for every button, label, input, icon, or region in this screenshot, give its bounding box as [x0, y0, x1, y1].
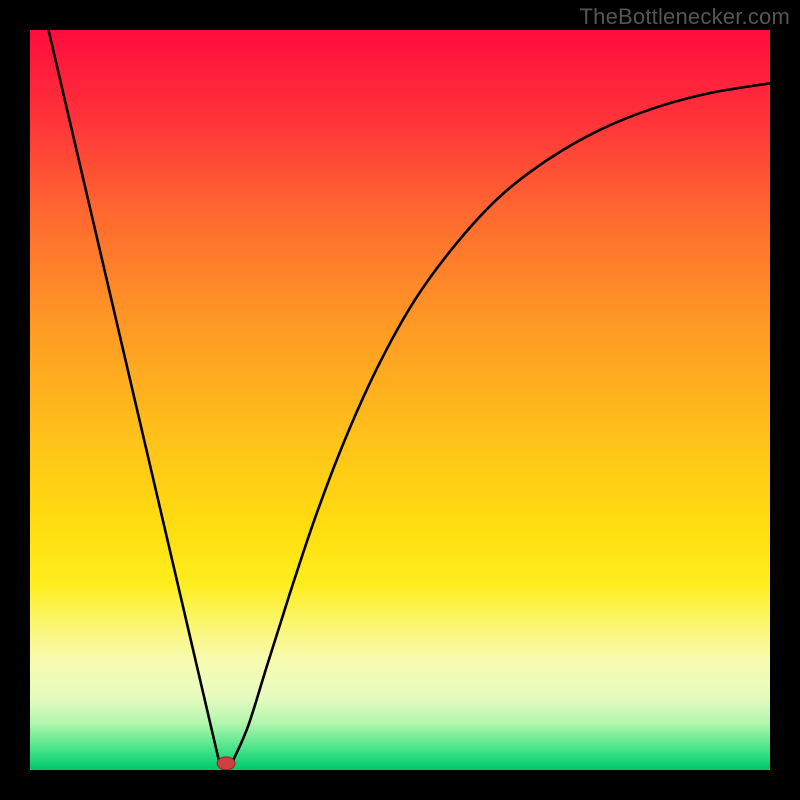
chart-frame: TheBottlenecker.com — [0, 0, 800, 800]
gradient-background — [30, 30, 770, 770]
watermark-text: TheBottlenecker.com — [580, 4, 790, 30]
plot-area — [30, 30, 770, 770]
